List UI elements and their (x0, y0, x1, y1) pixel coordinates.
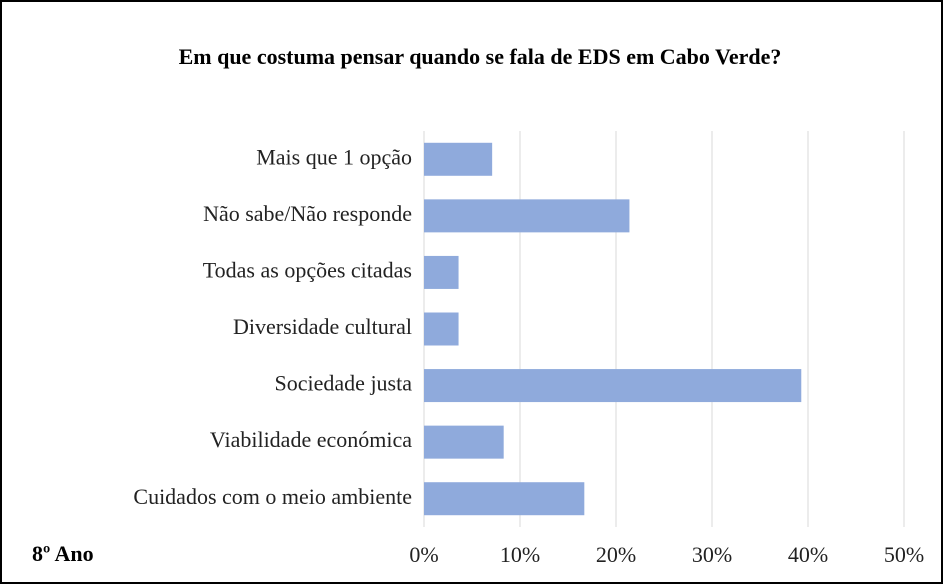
x-tick-label: 10% (500, 542, 540, 567)
y-tick-label: Cuidados com o meio ambiente (133, 484, 412, 509)
y-tick-label: Viabilidade económica (210, 427, 412, 452)
bar (424, 199, 630, 233)
x-tick-label: 50% (884, 542, 924, 567)
x-tick-label: 20% (596, 542, 636, 567)
bar (424, 482, 585, 516)
y-tick-label: Não sabe/Não responde (203, 201, 412, 226)
y-tick-label: Sociedade justa (275, 371, 413, 396)
annotation: 8º Ano (32, 541, 94, 566)
bar (424, 142, 493, 176)
y-tick-label: Mais que 1 opção (256, 144, 412, 169)
y-tick-label: Todas as opções citadas (203, 257, 412, 282)
chart-title: Em que costuma pensar quando se fala de … (178, 44, 782, 69)
x-tick-label: 40% (788, 542, 828, 567)
y-tick-label: Diversidade cultural (233, 314, 412, 339)
x-tick-label: 30% (692, 542, 732, 567)
x-tick-label: 0% (409, 542, 438, 567)
bar (424, 425, 504, 459)
bar (424, 369, 802, 403)
bar (424, 312, 459, 346)
bar (424, 255, 459, 289)
